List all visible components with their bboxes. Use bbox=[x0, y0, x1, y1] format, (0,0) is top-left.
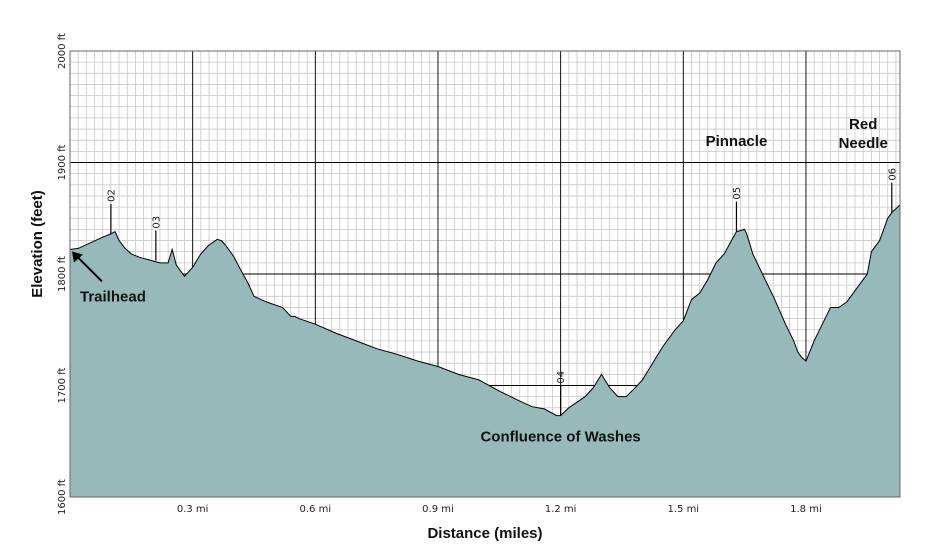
y-tick-label: 1600 ft bbox=[57, 479, 68, 515]
x-tick-label: 1.2 mi bbox=[545, 504, 577, 515]
x-tick-label: 0.9 mi bbox=[422, 504, 454, 515]
annotation-label: Confluence of Washes bbox=[480, 428, 640, 445]
x-tick-label: 1.5 mi bbox=[667, 504, 699, 515]
x-tick-label: 0.6 mi bbox=[300, 504, 332, 515]
y-tick-label: 1800 ft bbox=[57, 256, 68, 292]
y-tick-label: 1900 ft bbox=[57, 144, 68, 180]
x-tick-label: 0.3 mi bbox=[177, 504, 209, 515]
y-tick-label: 1700 ft bbox=[57, 367, 68, 403]
annotation-label: Red bbox=[849, 116, 877, 133]
trailhead-arrowhead bbox=[72, 251, 83, 263]
x-axis-title: Distance (miles) bbox=[427, 525, 542, 542]
waypoint-label: 05 bbox=[732, 187, 743, 200]
y-axis-title: Elevation (feet) bbox=[29, 190, 46, 298]
annotations: Trailhead Confluence of Washes Pinnacle Red… bbox=[72, 116, 888, 445]
plot-frame bbox=[69, 50, 901, 498]
annotation-label: Needle bbox=[839, 135, 888, 152]
elevation-area bbox=[70, 204, 900, 497]
annotation-label: Trailhead bbox=[80, 288, 146, 305]
y-tick-label: 2000 ft bbox=[57, 33, 68, 69]
trailhead-arrow bbox=[75, 254, 103, 283]
x-tick-label: 1.8 mi bbox=[790, 504, 822, 515]
waypoint-label: 02 bbox=[106, 189, 117, 202]
waypoint-label: 04 bbox=[556, 371, 567, 384]
waypoint-label: 03 bbox=[151, 216, 162, 229]
x-tick-labels: 0.3 mi 0.6 mi 0.9 mi 1.2 mi 1.5 mi 1.8 mi bbox=[177, 504, 822, 515]
waypoint-label: 06 bbox=[887, 168, 898, 181]
elevation-line bbox=[69, 204, 901, 417]
annotation-label: Pinnacle bbox=[706, 133, 768, 150]
waypoints: 02 03 04 05 06 bbox=[106, 168, 898, 416]
y-tick-labels: 1600 ft 1700 ft 1800 ft 1900 ft 2000 ft bbox=[57, 33, 68, 515]
